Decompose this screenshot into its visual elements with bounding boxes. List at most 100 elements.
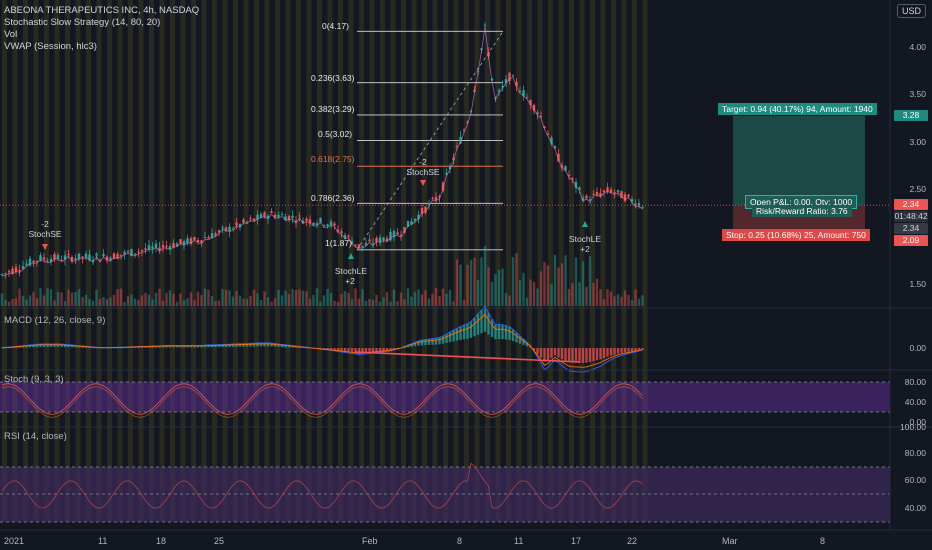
volume-bar xyxy=(224,289,228,306)
candle-body xyxy=(511,75,515,77)
volume-bar xyxy=(396,301,399,306)
volume-bar xyxy=(564,255,567,306)
volume-bar xyxy=(462,299,466,306)
macd-histogram-bar xyxy=(434,338,438,345)
entry-price-tag: 2.34 xyxy=(894,223,928,234)
macd-histogram-bar xyxy=(245,343,249,347)
currency-button[interactable]: USD xyxy=(896,4,926,18)
macd-histogram-bar xyxy=(322,348,326,350)
session-band xyxy=(548,0,553,522)
session-band xyxy=(642,0,648,522)
candle-body xyxy=(585,195,588,199)
macd-histogram-bar xyxy=(543,348,546,362)
rsi-band xyxy=(0,467,890,522)
volume-bar xyxy=(165,293,168,306)
macd-histogram-bar xyxy=(382,348,385,351)
macd-histogram-bar xyxy=(242,343,245,347)
macd-histogram-bar xyxy=(522,339,525,345)
rsi-axis-tick: 40.00 xyxy=(904,503,926,513)
candle-body xyxy=(382,237,385,240)
macd-histogram-bar xyxy=(515,332,518,343)
macd-histogram-bar xyxy=(221,344,224,348)
volume-bar xyxy=(91,300,95,306)
candle-body xyxy=(189,238,193,244)
stoch-d-line xyxy=(1,386,643,418)
macd-histogram-bar xyxy=(480,310,483,334)
candle-body xyxy=(312,222,315,225)
candle-body xyxy=(224,227,228,231)
fib-label-0618: 0.618(2.75) xyxy=(311,154,355,164)
candle-body xyxy=(410,221,413,225)
session-band xyxy=(390,0,396,522)
volume-bar xyxy=(525,297,529,306)
candle-body xyxy=(525,97,529,99)
macd-histogram-bar xyxy=(581,348,585,363)
candle-body xyxy=(203,237,207,239)
signal-label: StochLE xyxy=(334,266,368,276)
signal-arrow xyxy=(42,244,48,250)
session-band xyxy=(558,0,564,522)
macd-histogram-bar xyxy=(560,348,564,360)
candle-body xyxy=(431,197,434,199)
macd-histogram-bar xyxy=(427,339,431,345)
target-label[interactable]: Target: 0.94 (40.17%) 94, Amount: 1940 xyxy=(718,103,877,115)
candle-body xyxy=(165,245,168,247)
volume-bar xyxy=(613,296,616,306)
volume-bar xyxy=(616,294,620,306)
candle-body xyxy=(133,253,137,255)
candle-body xyxy=(88,254,91,261)
study-vol[interactable]: Vol xyxy=(4,29,18,40)
volume-bar xyxy=(350,299,354,306)
macd-title[interactable]: MACD (12, 26, close, 9) xyxy=(4,315,106,326)
candle-body xyxy=(634,203,637,206)
stop-label[interactable]: Stop: 0.25 (10.68%) 25, Amount: 750 xyxy=(722,229,870,241)
candle-body xyxy=(452,157,455,161)
candle-body xyxy=(497,90,501,92)
volume-bar xyxy=(168,290,172,306)
volume-bar xyxy=(599,289,602,306)
volume-bar xyxy=(627,294,630,306)
stop-price-tag: 2.09 xyxy=(894,235,928,246)
volume-bar xyxy=(315,288,319,306)
macd-histogram-bar xyxy=(441,335,445,344)
macd-histogram-bar xyxy=(165,345,168,348)
rsi-axis-tick: 100.00 xyxy=(900,422,926,432)
symbol-title[interactable]: ABEONA THERAPEUTICS INC, 4h, NASDAQ xyxy=(4,5,200,16)
session-band xyxy=(275,0,280,522)
study-vwap[interactable]: VWAP (Session, hlc3) xyxy=(4,41,97,52)
study-stoch-strategy[interactable]: Stochastic Slow Strategy (14, 80, 20) xyxy=(4,17,161,28)
volume-bar xyxy=(441,288,445,306)
macd-histogram-bar xyxy=(501,324,504,340)
macd-histogram-bar xyxy=(378,348,382,352)
volume-bar xyxy=(7,301,11,306)
macd-histogram-bar xyxy=(287,345,291,348)
volume-bar xyxy=(546,265,550,306)
stoch-title[interactable]: Stoch (9, 3, 3) xyxy=(4,374,64,385)
session-band xyxy=(327,0,333,522)
volume-bar xyxy=(144,292,147,306)
volume-bar xyxy=(578,282,581,306)
macd-histogram-bar xyxy=(25,345,28,348)
volume-bar xyxy=(347,293,350,306)
candle-body xyxy=(560,165,564,168)
session-band xyxy=(600,0,606,522)
session-band xyxy=(2,0,7,522)
volume-bar xyxy=(221,289,224,306)
volume-bar xyxy=(567,289,571,306)
candle-body xyxy=(116,254,119,259)
macd-histogram-bar xyxy=(490,319,494,338)
volume-bar xyxy=(39,288,42,306)
session-band xyxy=(212,0,217,522)
candle-body xyxy=(256,214,259,220)
rsi-title[interactable]: RSI (14, close) xyxy=(4,431,67,442)
time-tick: 2021 xyxy=(4,536,25,546)
candle-body xyxy=(322,225,326,227)
macd-histogram-bar xyxy=(371,348,375,352)
signal-label: StochSE xyxy=(406,167,440,177)
macd-pane xyxy=(0,305,644,373)
session-band xyxy=(485,0,490,522)
price-tick: 1.50 xyxy=(909,279,926,289)
volume-bar xyxy=(532,282,536,306)
candle-body xyxy=(74,258,77,260)
